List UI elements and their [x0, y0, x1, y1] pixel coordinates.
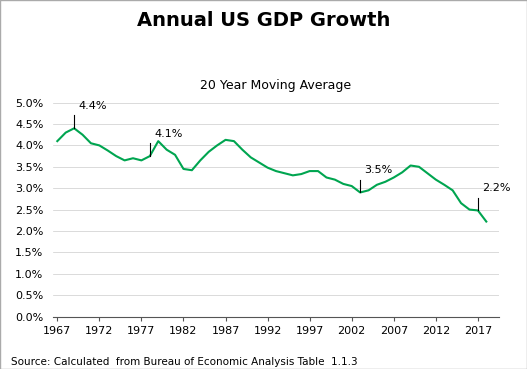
Text: 2.2%: 2.2% — [482, 183, 511, 193]
Text: Annual US GDP Growth: Annual US GDP Growth — [137, 11, 390, 30]
Text: 4.1%: 4.1% — [154, 129, 182, 139]
Text: 3.5%: 3.5% — [364, 165, 393, 175]
Text: Source: Calculated  from Bureau of Economic Analysis Table  1.1.3: Source: Calculated from Bureau of Econom… — [11, 357, 357, 367]
Text: 4.4%: 4.4% — [79, 101, 107, 111]
Title: 20 Year Moving Average: 20 Year Moving Average — [200, 79, 352, 92]
